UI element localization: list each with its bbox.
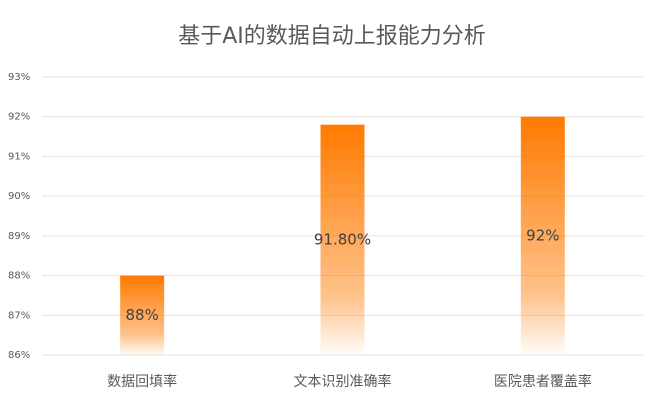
y-tick-label: 89%: [8, 231, 30, 242]
x-tick-label: 文本识别准确率: [294, 373, 392, 390]
x-tick-label: 数据回填率: [107, 373, 177, 390]
bar: [120, 275, 165, 355]
y-tick-label: 93%: [8, 72, 30, 83]
bar: [320, 124, 365, 356]
y-tick-label: 88%: [8, 271, 30, 282]
y-tick-label: 86%: [8, 350, 30, 361]
value-label: 88%: [125, 306, 158, 324]
chart-title: 基于AI的数据自动上报能力分析: [178, 24, 486, 49]
value-label: 91.80%: [314, 230, 371, 248]
y-tick-label: 90%: [8, 191, 30, 202]
value-label: 92%: [526, 226, 559, 244]
bar: [520, 116, 565, 355]
y-tick-label: 92%: [8, 112, 30, 123]
y-tick-label: 87%: [8, 310, 30, 321]
y-tick-label: 91%: [8, 151, 30, 162]
x-tick-label: 医院患者覆盖率: [494, 373, 592, 390]
